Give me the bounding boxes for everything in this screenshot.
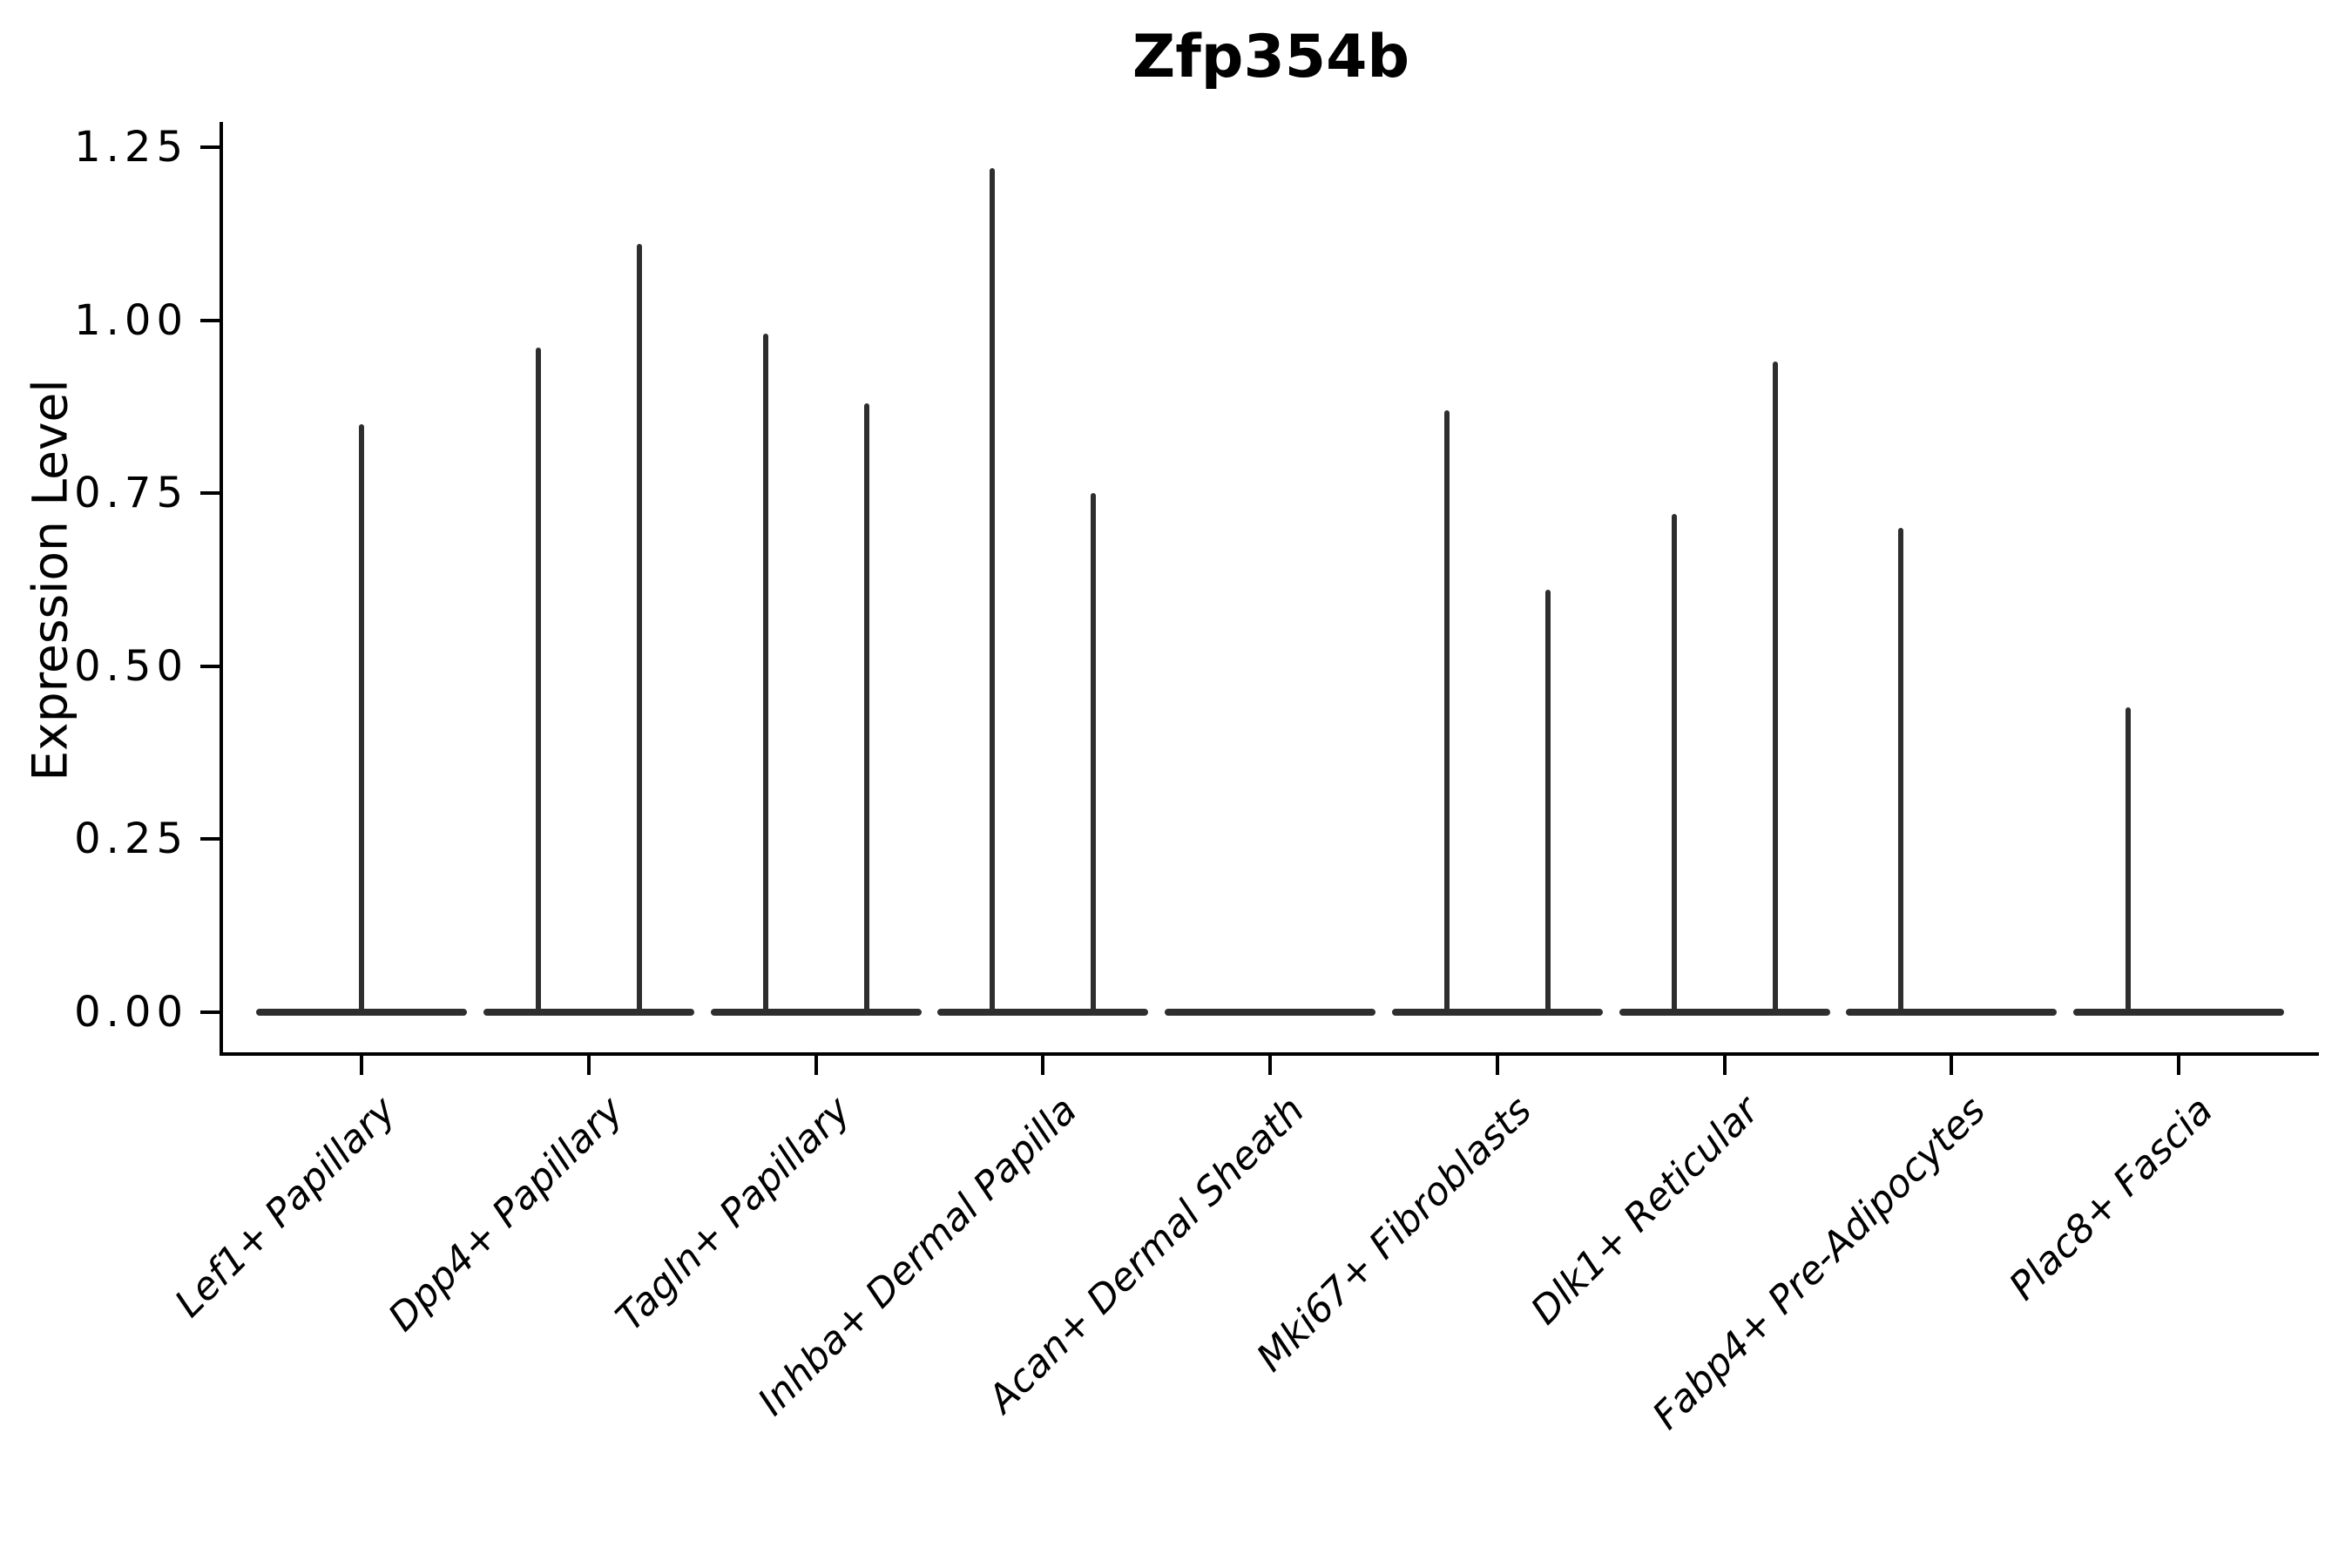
violin-baseline xyxy=(483,1009,694,1016)
x-tick-mark xyxy=(1041,1056,1044,1075)
x-axis-spine xyxy=(220,1052,2319,1056)
y-axis-spine xyxy=(220,122,223,1056)
x-tick-label: Tagln+ Papillary xyxy=(607,1088,860,1340)
x-tick-mark xyxy=(1950,1056,1953,1075)
y-tick-label: 1.25 xyxy=(74,123,188,172)
x-tick-mark xyxy=(1496,1056,1499,1075)
y-tick-label: 1.00 xyxy=(74,296,188,345)
violin-spike xyxy=(1444,409,1450,1016)
y-tick-mark xyxy=(200,1010,220,1014)
y-tick-mark xyxy=(200,145,220,149)
violin-spike xyxy=(637,244,642,1016)
violin-spike xyxy=(1898,527,1903,1016)
y-tick-mark xyxy=(200,491,220,495)
violin-baseline xyxy=(711,1009,922,1016)
violin-spike xyxy=(763,334,768,1016)
violin-baseline xyxy=(1846,1009,2057,1016)
violin-baseline xyxy=(1165,1009,1375,1016)
violin-spike xyxy=(990,167,995,1016)
violin-spike xyxy=(1773,362,1778,1016)
x-tick-mark xyxy=(587,1056,591,1075)
x-tick-label: Dpp4+ Papillary xyxy=(380,1088,632,1341)
violin-baseline xyxy=(2073,1009,2284,1016)
chart-title: Zfp354b xyxy=(1132,23,1410,91)
y-tick-mark xyxy=(200,837,220,841)
x-tick-mark xyxy=(360,1056,363,1075)
violin-baseline xyxy=(1619,1009,1830,1016)
x-tick-label: Plac8+ Fascia xyxy=(2000,1088,2222,1309)
x-tick-mark xyxy=(814,1056,818,1075)
violin-spike xyxy=(359,423,364,1016)
violin-spike xyxy=(1672,514,1677,1016)
x-tick-label: Lef1+ Papillary xyxy=(166,1088,405,1327)
x-tick-label: Dlk1+ Reticular xyxy=(1522,1088,1768,1334)
y-tick-label: 0.50 xyxy=(74,642,188,691)
x-tick-mark xyxy=(2177,1056,2180,1075)
y-tick-label: 0.75 xyxy=(74,469,188,517)
violin-spike xyxy=(864,402,869,1016)
x-tick-mark xyxy=(1268,1056,1272,1075)
y-tick-mark xyxy=(200,319,220,322)
violin-spike xyxy=(536,348,541,1016)
violin-spike xyxy=(1091,493,1096,1016)
violin-spike xyxy=(1545,590,1551,1016)
y-tick-mark xyxy=(200,665,220,668)
y-axis-label: Expression Level xyxy=(22,379,78,781)
x-tick-mark xyxy=(1723,1056,1727,1075)
y-tick-label: 0.00 xyxy=(74,988,188,1037)
y-tick-label: 0.25 xyxy=(74,814,188,863)
violin-baseline xyxy=(1392,1009,1603,1016)
violin-spike xyxy=(2126,707,2131,1016)
violin-baseline xyxy=(937,1009,1148,1016)
